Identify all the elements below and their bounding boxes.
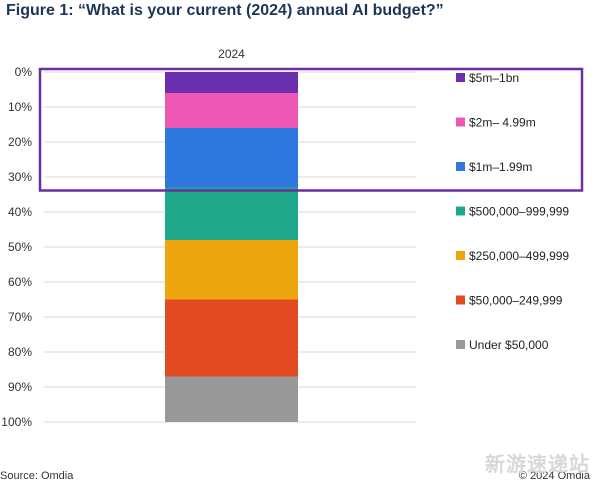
y-tick-label: 60% <box>8 275 32 289</box>
y-tick-label: 30% <box>8 170 32 184</box>
source-note: Source: Omdia <box>0 470 74 482</box>
legend-swatch <box>456 162 465 171</box>
copyright-note: © 2024 Omdia <box>518 470 590 482</box>
legend-swatch <box>456 117 465 127</box>
figure-title: Figure 1: “What is your current (2024) a… <box>6 2 444 19</box>
legend-swatch <box>456 206 465 216</box>
y-tick-label: 20% <box>8 135 32 149</box>
watermark-text: 新游速递站 <box>485 454 590 476</box>
y-tick-label: 90% <box>8 380 32 394</box>
bar-segment <box>165 128 298 188</box>
highlight-box <box>38 67 584 192</box>
bar-segment <box>165 240 298 300</box>
legend-label: Under $50,000 <box>469 338 549 352</box>
bar-segment <box>165 187 298 240</box>
legend-label: $5m–1bn <box>469 71 519 85</box>
y-tick-label: 70% <box>8 310 32 324</box>
y-tick-label: 100% <box>1 415 32 429</box>
legend-swatch <box>456 295 465 305</box>
bar-segment <box>165 299 298 377</box>
x-category-label: 2024 <box>218 47 245 61</box>
legend-label: $250,000–499,999 <box>469 249 569 263</box>
bar-segment <box>165 72 298 93</box>
legend-label: $1m–1.99m <box>469 160 532 174</box>
legend-label: $50,000–249,999 <box>469 294 563 308</box>
legend-swatch <box>456 73 465 82</box>
y-tick-label: 50% <box>8 240 32 254</box>
legend-label: $2m– 4.99m <box>469 116 536 130</box>
y-tick-label: 40% <box>8 205 32 219</box>
y-tick-label: 80% <box>8 345 32 359</box>
y-tick-label: 0% <box>15 65 33 79</box>
y-tick-label: 10% <box>8 100 32 114</box>
legend-label: $500,000–999,999 <box>469 205 569 219</box>
legend-swatch <box>456 251 465 260</box>
bar-segment <box>165 93 298 128</box>
legend-swatch <box>456 340 465 349</box>
bar-segment <box>165 376 298 422</box>
